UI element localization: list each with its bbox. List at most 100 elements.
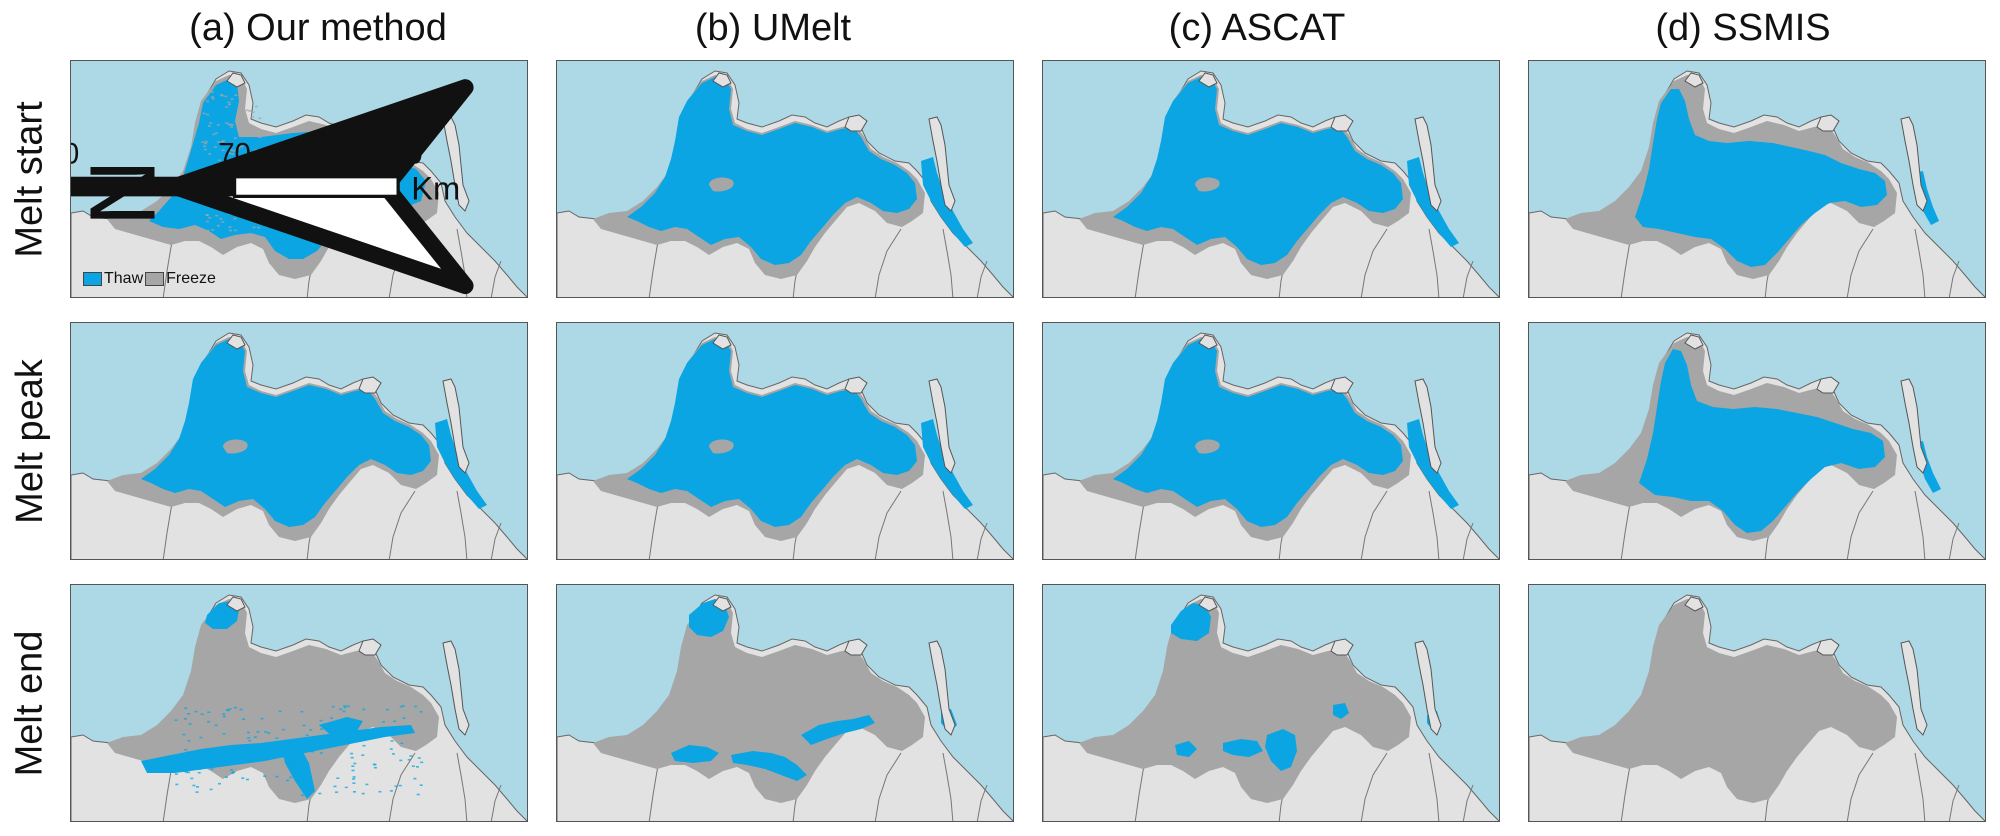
speckle (342, 710, 346, 713)
speckle (351, 769, 355, 772)
peninsula (1330, 638, 1354, 656)
column-title-b: (b) UMelt (694, 7, 852, 49)
speckle (187, 751, 190, 753)
speckle (361, 792, 365, 795)
freeze-patch (709, 439, 734, 454)
speckle (203, 145, 207, 148)
speckle (222, 733, 226, 735)
speckle (211, 229, 215, 231)
speckle (350, 756, 354, 759)
speckle (232, 771, 236, 773)
speckle (222, 713, 226, 715)
map-panel-d-start (1528, 60, 1986, 298)
island (1198, 596, 1218, 612)
speckle (399, 705, 403, 708)
glacier-line (874, 228, 902, 297)
thaw-region (1635, 89, 1887, 267)
speckle (333, 785, 337, 788)
speckle (336, 777, 340, 779)
speckle (217, 224, 220, 227)
thaw-region (141, 725, 415, 773)
speckle (378, 790, 382, 793)
speckle (305, 734, 309, 737)
speckle (344, 786, 348, 789)
peninsula (1330, 376, 1354, 394)
speckle (245, 109, 249, 112)
speckle (209, 122, 213, 124)
map-panel-b-end (556, 584, 1014, 822)
speckle (236, 152, 240, 155)
speckle (264, 731, 268, 733)
row-label-text: Melt start (8, 100, 51, 258)
speckle (377, 732, 381, 735)
freeze-patch (223, 701, 248, 716)
speckle (241, 130, 245, 132)
speckle (402, 717, 406, 719)
speckle (353, 762, 357, 765)
speckle (224, 95, 228, 98)
speckle (239, 708, 243, 711)
speckle (209, 788, 213, 791)
speckle (352, 782, 356, 784)
map-panel-c-end (1042, 584, 1500, 822)
row-label-melt-end: Melt end (0, 584, 60, 822)
glacier-line (1914, 228, 1926, 297)
glacier-line (1462, 522, 1474, 559)
speckle (199, 736, 203, 739)
speckle (302, 724, 306, 727)
speckle (275, 775, 279, 778)
row-label-text: Melt peak (8, 358, 51, 524)
speckle (189, 760, 193, 763)
peninsula (928, 378, 956, 474)
thaw-region (319, 717, 363, 737)
speckle (284, 740, 288, 742)
legend-freeze-label: Freeze (166, 270, 216, 287)
speckle (218, 755, 222, 758)
speckle (332, 741, 336, 744)
speckle (343, 706, 347, 709)
speckle (236, 148, 240, 151)
peninsula (928, 116, 956, 212)
speckle (289, 776, 293, 779)
speckle (364, 737, 368, 739)
speckle (204, 142, 208, 145)
speckle (241, 114, 245, 117)
speckle (320, 728, 323, 730)
speckle (237, 146, 240, 148)
speckle (175, 783, 179, 786)
glacier-line (1914, 752, 1926, 821)
speckle (352, 776, 356, 778)
speckle (240, 112, 244, 115)
speckle (198, 768, 202, 770)
speckle (206, 100, 209, 103)
speckle (401, 726, 405, 728)
speckle (399, 759, 403, 762)
speckle (174, 719, 178, 721)
freeze-patch (223, 439, 248, 454)
map-panel-c-start (1042, 60, 1500, 298)
speckle (184, 770, 188, 772)
glacier-line (874, 752, 902, 821)
speckle (389, 748, 393, 750)
thaw-region (1171, 603, 1211, 641)
peninsula (844, 638, 868, 656)
speckle (401, 705, 405, 707)
speckle (190, 777, 194, 780)
glacier-line (1914, 490, 1926, 559)
speckle (229, 124, 233, 126)
map-panel-b-peak (556, 322, 1014, 560)
speckle (362, 744, 366, 747)
speckle (411, 765, 415, 767)
speckle (240, 101, 244, 104)
speckle (255, 105, 258, 108)
speckle (233, 137, 237, 139)
speckle (222, 715, 226, 718)
map-a-end (71, 585, 527, 821)
row-label-melt-peak: Melt peak (0, 322, 60, 560)
speckle (364, 738, 368, 741)
speckle (319, 752, 323, 754)
peninsula (1414, 640, 1442, 736)
glacier-line (976, 784, 988, 821)
speckle (246, 778, 249, 781)
speckle (252, 226, 256, 229)
